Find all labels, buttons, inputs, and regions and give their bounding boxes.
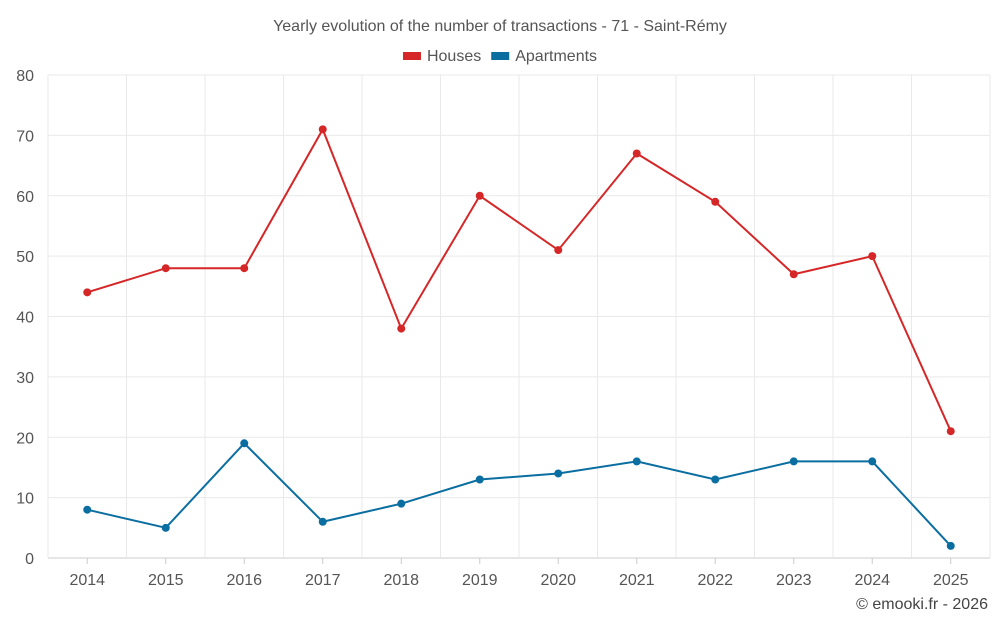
data-point-houses[interactable]: [240, 264, 249, 273]
grid: [47, 74, 991, 559]
data-point-apartments[interactable]: [475, 475, 484, 484]
data-point-houses[interactable]: [397, 324, 406, 333]
series-group: [83, 125, 955, 550]
data-point-apartments[interactable]: [789, 457, 798, 466]
data-point-houses[interactable]: [868, 252, 877, 261]
y-tick-label: 80: [16, 68, 34, 85]
legend-swatch-houses: [402, 52, 421, 60]
x-tick-label: 2022: [697, 572, 733, 589]
y-tick-label: 0: [25, 551, 34, 568]
x-tick-label: 2018: [383, 572, 419, 589]
legend-swatch-apartments: [491, 52, 510, 60]
x-tick-label: 2024: [854, 572, 890, 589]
data-point-apartments[interactable]: [397, 499, 406, 508]
data-point-houses[interactable]: [318, 125, 327, 134]
legend: Houses Apartments: [402, 48, 597, 65]
y-axis: 0 10 20 30 40 50 60 70 80: [16, 68, 34, 568]
data-point-houses[interactable]: [554, 246, 563, 255]
legend-label-apartments[interactable]: Apartments: [515, 48, 597, 65]
data-point-apartments[interactable]: [83, 505, 92, 514]
data-point-apartments[interactable]: [318, 517, 327, 526]
data-point-apartments[interactable]: [868, 457, 877, 466]
x-tick-label: 2015: [148, 572, 184, 589]
series-line-apartments: [87, 441, 952, 547]
data-point-apartments[interactable]: [711, 475, 720, 484]
data-point-apartments[interactable]: [632, 457, 641, 466]
y-tick-label: 10: [16, 491, 34, 508]
data-point-houses[interactable]: [161, 264, 170, 273]
data-point-apartments[interactable]: [554, 469, 563, 478]
y-tick-label: 40: [16, 310, 34, 327]
chart-title: Yearly evolution of the number of transa…: [273, 18, 727, 35]
x-tick-label: 2019: [462, 572, 498, 589]
x-tick-label: 2017: [305, 572, 341, 589]
y-tick-label: 60: [16, 189, 34, 206]
y-tick-label: 50: [16, 249, 34, 266]
x-tick-label: 2023: [776, 572, 812, 589]
x-axis: 2014 2015 2016 2017 2018 2019 2020 2021 2022 2023…: [69, 558, 969, 589]
data-point-houses[interactable]: [83, 288, 92, 297]
data-point-apartments[interactable]: [161, 523, 170, 532]
data-point-houses[interactable]: [789, 270, 798, 279]
y-tick-label: 30: [16, 370, 34, 387]
data-point-apartments[interactable]: [946, 541, 955, 550]
data-point-houses[interactable]: [711, 197, 720, 206]
x-tick-label: 2025: [933, 572, 969, 589]
x-tick-label: 2016: [226, 572, 262, 589]
x-tick-label: 2021: [619, 572, 655, 589]
series-line-houses: [86, 127, 952, 432]
data-point-apartments[interactable]: [240, 439, 249, 448]
credit-text: © emooki.fr - 2026: [856, 596, 988, 613]
legend-label-houses[interactable]: Houses: [427, 48, 481, 65]
y-tick-label: 20: [16, 430, 34, 447]
data-point-houses[interactable]: [946, 427, 955, 436]
data-point-houses[interactable]: [632, 149, 641, 158]
x-tick-label: 2014: [69, 572, 105, 589]
data-point-houses[interactable]: [475, 191, 484, 200]
y-tick-label: 70: [16, 128, 34, 145]
x-tick-label: 2020: [540, 572, 576, 589]
